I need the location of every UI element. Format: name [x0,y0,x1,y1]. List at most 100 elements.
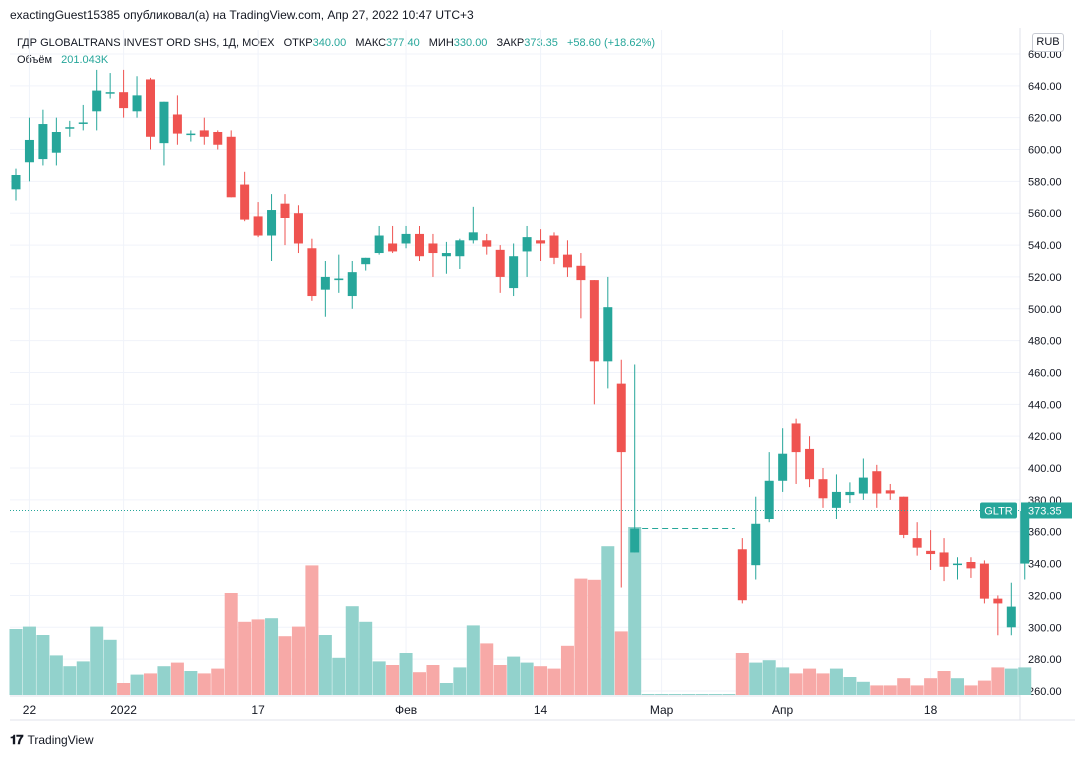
volume-bar [560,645,574,695]
volume-bar [332,657,346,695]
volume-bar [453,667,467,695]
candle-body [105,92,115,94]
candle-body [778,453,788,481]
candle-body [334,278,344,281]
y-tick-label: 520.00 [1028,272,1062,284]
candle-body [522,237,532,252]
volume-bar [466,625,480,695]
candle-body [509,256,519,289]
volume-bar [49,655,63,695]
volume-bar [897,678,911,695]
candle-body [562,254,572,268]
last-price-label: 373.35 [1028,505,1062,517]
candle-body [213,132,223,145]
volume-bar [910,685,924,695]
candle-body [172,114,182,134]
volume-bar [641,694,655,695]
change-value: +58.60 (+18.62%) [566,37,656,49]
candle-body [146,79,155,137]
candle-body [764,480,774,519]
volume-bar [63,666,77,695]
candle-body [495,249,505,277]
candle-body [65,127,75,129]
volume-bar [439,683,453,695]
candle-body [603,307,613,362]
low-label: МИН [428,37,454,49]
y-tick-label: 420.00 [1028,431,1062,443]
volume-bar [305,565,319,695]
volume-bar [386,665,400,695]
candle-body [912,538,922,548]
candle-body [374,235,384,254]
candle-body [253,216,263,236]
close-value: 373.35 [524,37,558,49]
candle-body [186,133,196,136]
y-tick-label: 480.00 [1028,336,1062,348]
candle-body [993,598,1003,604]
volume-bar [238,621,252,695]
y-tick-label: 600.00 [1028,145,1062,157]
volume-bar [856,681,870,695]
volume-bar [144,673,157,695]
tradingview-brand: TradingView [27,733,94,747]
volume-bar [883,685,897,695]
last-price-tag [1021,502,1072,519]
volume-bar [843,677,857,695]
y-tick-label: 460.00 [1028,367,1062,379]
x-tick-label: 14 [534,703,548,717]
high-label: МАКС [355,37,387,49]
y-tick-label: 280.00 [1028,654,1062,666]
volume-bar [668,694,682,695]
symbol-legend: ГДР GLOBALTRANS INVEST ORD SHS, 1Д, MOEX… [17,37,655,49]
x-tick-label: Мар [650,703,674,717]
candle-body [589,280,599,362]
y-tick-label: 500.00 [1028,304,1062,316]
candle-body [24,139,34,163]
volume-bar [22,626,36,695]
candle-body [293,213,303,244]
volume-bar [413,672,426,695]
candle-body [347,272,357,297]
y-tick-label: 540.00 [1028,240,1062,252]
volume-bar [574,578,588,695]
open-label: ОТКР [283,37,313,49]
volume-bar [36,635,50,695]
volume-legend: Объём 201.043K [17,54,108,66]
volume-bar [614,631,628,695]
volume-bar [291,626,305,695]
candle-body [159,101,169,144]
y-tick-label: 300.00 [1028,622,1062,634]
volume-bar [90,626,104,695]
candle-body [267,210,277,236]
y-tick-label: 340.00 [1028,559,1062,571]
y-tick-label: 400.00 [1028,463,1062,475]
candle-body [791,423,801,453]
volume-bar [103,639,117,695]
y-tick-label: 360.00 [1028,527,1062,539]
candle-body [885,490,895,494]
low-value: 330.00 [453,37,488,49]
volume-bar [372,661,386,695]
volume-bar [829,668,843,695]
volume-bar [117,683,131,695]
volume-bar [776,667,790,695]
candle-body [966,562,976,569]
volume-bar [130,674,144,695]
symbol-tag-label: GLTR [984,505,1013,517]
candle-body [11,175,21,190]
volume-bar [345,606,359,695]
currency-button[interactable]: RUB [1032,33,1064,52]
symbol-tag [980,502,1017,519]
volume-bar [722,694,736,695]
volume-bar [695,694,709,695]
symbol-name: ГДР GLOBALTRANS INVEST ORD SHS, 1Д, MOEX [17,37,275,49]
candle-body [872,471,882,494]
candle-body [455,240,465,257]
y-tick-label: 260.00 [1028,686,1062,698]
y-tick-label: 560.00 [1028,208,1062,220]
volume-bar [991,667,1005,695]
volume-bar [278,636,292,695]
candle-body [899,496,909,535]
candle-body [132,95,142,112]
